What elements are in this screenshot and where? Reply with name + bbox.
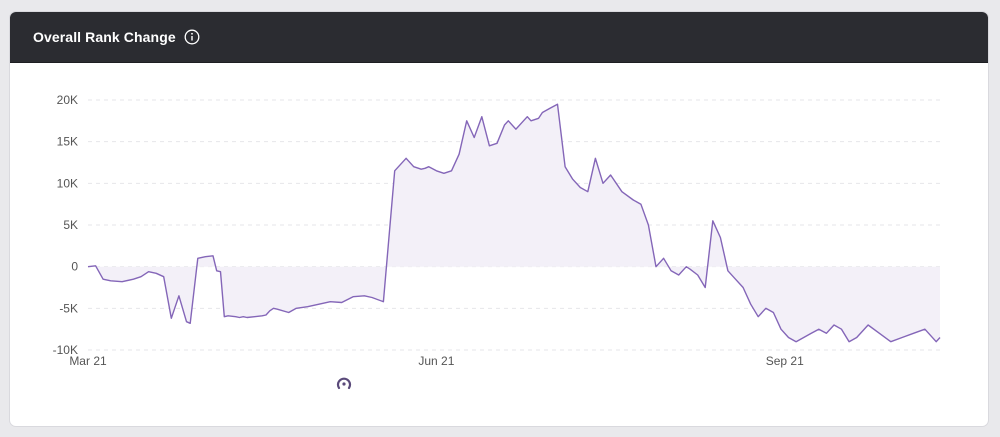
area-fill: [88, 104, 940, 342]
y-tick-label: 15K: [57, 135, 78, 149]
area-series: [87, 103, 941, 343]
y-tick-label: -10K: [53, 343, 78, 357]
card-header: Overall Rank Change: [10, 12, 988, 63]
chart-area: 20K 15K 10K 5K 0 -5K -10K Mar 21 Jun 21 Sep 21: [10, 63, 988, 426]
y-axis-ticks: 20K 15K 10K 5K 0 -5K -10K: [53, 93, 79, 357]
loading-spinner-icon: [336, 377, 352, 390]
card-title: Overall Rank Change: [33, 29, 176, 45]
y-tick-label: 20K: [57, 93, 78, 107]
y-tick-label: -5K: [59, 301, 78, 315]
x-tick-label: Sep 21: [766, 354, 804, 368]
series-line: [87, 103, 941, 343]
info-circle-icon[interactable]: [184, 29, 200, 45]
x-tick-label: Jun 21: [418, 354, 454, 368]
x-tick-label: Mar 21: [69, 354, 107, 368]
y-tick-label: 0: [71, 260, 78, 274]
rank-change-chart: 20K 15K 10K 5K 0 -5K -10K Mar 21 Jun 21 Sep 21: [53, 93, 941, 390]
y-tick-label: 5K: [63, 218, 78, 232]
x-axis-ticks: Mar 21 Jun 21 Sep 21: [69, 354, 804, 368]
y-tick-label: 10K: [57, 176, 78, 190]
rank-change-card: Overall Rank Change 20K 15K 10K 5K 0 -5K -10K …: [10, 12, 988, 426]
